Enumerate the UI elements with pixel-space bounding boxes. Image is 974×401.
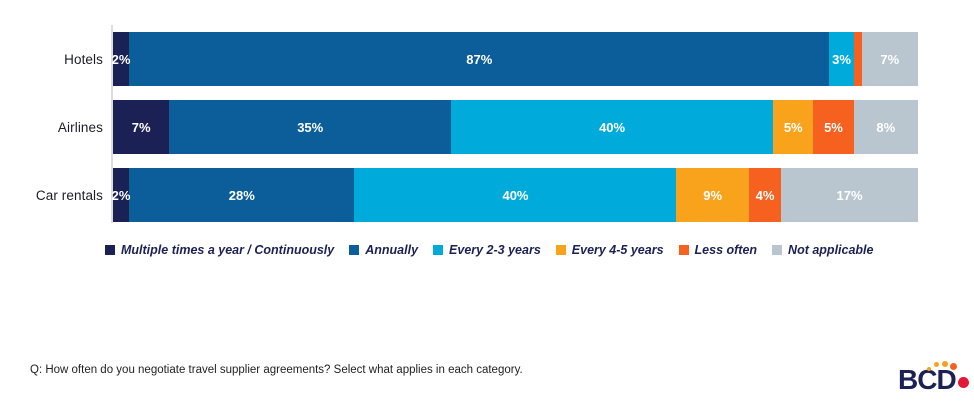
legend-item: Annually xyxy=(349,243,418,257)
bar-segment: 40% xyxy=(451,100,774,154)
segment-value-label: 2% xyxy=(111,51,131,67)
segment-value-label: 3% xyxy=(832,51,851,67)
legend-label: Multiple times a year / Continuously xyxy=(121,243,335,257)
logo-dot-icon xyxy=(958,377,969,388)
bar-segment: 4% xyxy=(748,168,782,222)
bar-segment xyxy=(853,32,862,86)
segment-value-label: 28% xyxy=(228,187,255,203)
survey-question-footnote: Q: How often do you negotiate travel sup… xyxy=(30,364,523,376)
bar-segment: 35% xyxy=(169,100,452,154)
segment-value-label: 2% xyxy=(111,187,131,203)
legend-item: Less often xyxy=(678,243,758,257)
legend-swatch-icon xyxy=(555,245,566,255)
bar-row: Hotels 2% 87% 3% 7% xyxy=(0,32,974,86)
bar-segment: 8% xyxy=(853,100,918,154)
bar-segment: 2% xyxy=(111,168,131,222)
legend-swatch-icon xyxy=(678,245,689,255)
chart-legend: Multiple times a year / Continuously Annu… xyxy=(105,243,873,257)
segment-value-label: 35% xyxy=(297,119,324,135)
segment-value-label: 5% xyxy=(824,119,843,135)
bar-segment: 87% xyxy=(129,32,830,86)
bar-segment: 17% xyxy=(781,168,918,222)
bar-segment: 7% xyxy=(861,32,918,86)
segment-value-label: 4% xyxy=(755,187,775,203)
legend-label: Less often xyxy=(694,243,758,257)
legend-item: Every 2-3 years xyxy=(433,243,541,257)
bar-segment: 3% xyxy=(829,32,854,86)
legend-swatch-icon xyxy=(349,245,360,255)
bar-segment: 28% xyxy=(129,168,355,222)
bcd-logo: BCD xyxy=(896,356,974,400)
legend-swatch-icon xyxy=(433,245,444,255)
segment-value-label: 87% xyxy=(466,51,493,67)
segment-value-label: 40% xyxy=(502,187,529,203)
bar-segment: 40% xyxy=(354,168,677,222)
bar-segment: 2% xyxy=(111,32,131,86)
segment-value-label: 7% xyxy=(880,51,900,67)
legend-swatch-icon xyxy=(105,245,115,255)
segment-value-label: 7% xyxy=(131,119,151,135)
bar-row: Car rentals 2% 28% 40% 9% 4% 17% xyxy=(0,168,974,222)
logo-dot-icon xyxy=(934,362,939,367)
category-label: Airlines xyxy=(57,119,103,135)
segment-value-label: 5% xyxy=(783,119,803,135)
logo-dot-icon xyxy=(942,361,948,367)
y-axis-line xyxy=(111,25,113,223)
bar-segment: 7% xyxy=(113,100,170,154)
bar-segment: 5% xyxy=(773,100,814,154)
legend-label: Annually xyxy=(365,243,419,257)
legend-item: Every 4-5 years xyxy=(555,243,664,257)
segment-value-label: 17% xyxy=(836,187,863,203)
segment-value-label: 40% xyxy=(599,119,626,135)
bar-track: 2% 87% 3% 7% xyxy=(111,32,918,86)
bar-track: 2% 28% 40% 9% 4% 17% xyxy=(111,168,918,222)
legend-label: Every 2-3 years xyxy=(449,243,541,257)
legend-label: Not applicable xyxy=(788,243,874,257)
legend-swatch-icon xyxy=(772,245,783,255)
legend-item: Multiple times a year / Continuously xyxy=(105,243,334,257)
bar-track: 7% 35% 40% 5% 5% 8% xyxy=(113,100,918,154)
legend-label: Every 4-5 years xyxy=(571,243,664,257)
bar-segment: 9% xyxy=(676,168,749,222)
category-label: Car rentals xyxy=(35,187,103,203)
logo-dot-icon xyxy=(927,367,931,371)
logo-dot-icon xyxy=(950,363,957,370)
segment-value-label: 9% xyxy=(703,187,723,203)
bar-segment: 5% xyxy=(813,100,854,154)
bar-row: Airlines 7% 35% 40% 5% 5% 8% xyxy=(0,100,974,154)
legend-item: Not applicable xyxy=(772,243,873,257)
category-label: Hotels xyxy=(64,51,103,67)
segment-value-label: 8% xyxy=(876,119,896,135)
